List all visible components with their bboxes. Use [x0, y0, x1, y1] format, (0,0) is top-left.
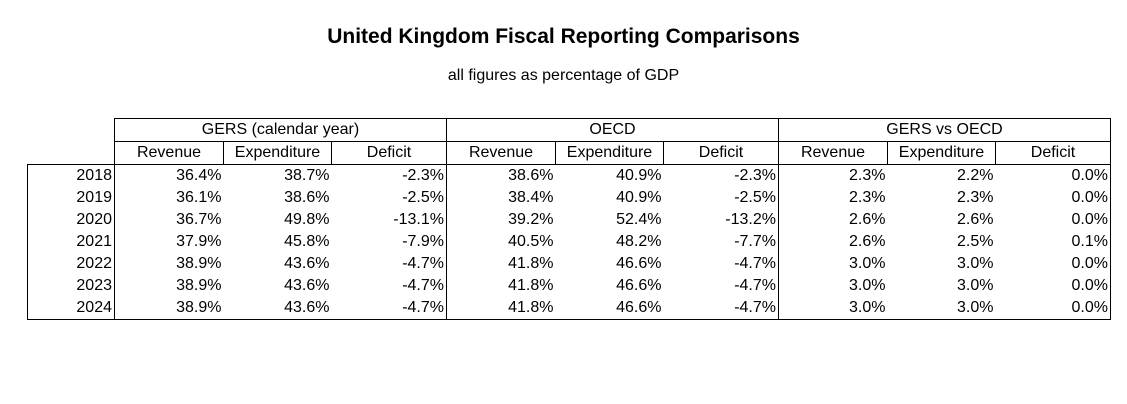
cell-oecd-revenue: 41.8%	[446, 297, 556, 320]
cell-gers-vs-oecd-revenue: 3.0%	[849, 255, 886, 272]
cell-gers-expenditure: 43.6%	[284, 255, 330, 272]
column-header-deficit: Deficit	[995, 141, 1111, 165]
cell-oecd-deficit: -7.7%	[663, 231, 779, 253]
cell-oecd-revenue: 41.8%	[508, 277, 554, 294]
cell-gers-vs-oecd-revenue: 2.3%	[778, 164, 888, 187]
cell-gers-revenue: 38.9%	[114, 297, 224, 320]
cell-gers-revenue: 36.1%	[176, 189, 222, 206]
column-header-deficit: Deficit	[663, 141, 779, 165]
cell-gers-deficit: -13.1%	[331, 209, 447, 231]
column-header-deficit: Deficit	[331, 141, 447, 165]
cell-gers-vs-oecd-expenditure: 2.6%	[957, 211, 994, 228]
column-header-revenue: Revenue	[114, 141, 224, 165]
cell-gers-revenue: 36.7%	[176, 211, 222, 228]
cell-gers-vs-oecd-revenue: 2.6%	[849, 233, 886, 250]
cell-gers-vs-oecd-revenue: 3.0%	[778, 297, 888, 320]
cell-gers-vs-oecd-deficit: 0.0%	[995, 164, 1111, 187]
group-header-gers: GERS (calendar year)	[114, 118, 447, 142]
chart-subtitle: all figures as percentage of GDP	[447, 67, 680, 84]
column-header-row: Revenue Expenditure Deficit Revenue Expe…	[28, 141, 1111, 165]
cell-gers-vs-oecd-deficit: 0.0%	[995, 275, 1111, 297]
table-row: 2020 36.7% 49.8% -13.1% 39.2% 52.4% -13.2% 2.6%…	[27, 209, 1111, 231]
cell-oecd-expenditure: 40.9%	[555, 164, 664, 187]
group-header-oecd: OECD	[446, 118, 779, 142]
cell-oecd-deficit: -13.2%	[663, 209, 779, 231]
cell-gers-vs-oecd-expenditure: 3.0%	[957, 277, 994, 294]
row-year-label: 2022	[27, 253, 115, 275]
cell-gers-expenditure: 49.8%	[284, 211, 330, 228]
row-year-label: 2019	[27, 187, 115, 209]
cell-oecd-expenditure: 48.2%	[616, 233, 662, 250]
column-header-revenue: Revenue	[446, 141, 556, 165]
group-header-gers-vs-oecd: GERS vs OECD	[778, 118, 1111, 142]
cell-gers-vs-oecd-expenditure: 2.5%	[957, 233, 994, 250]
cell-gers-revenue: 38.9%	[176, 255, 222, 272]
column-header-revenue: Revenue	[778, 141, 888, 165]
cell-gers-expenditure: 45.8%	[284, 233, 330, 250]
cell-oecd-revenue: 39.2%	[508, 211, 554, 228]
cell-oecd-deficit: -4.7%	[663, 275, 779, 297]
cell-oecd-revenue: 41.8%	[508, 255, 554, 272]
cell-oecd-expenditure: 46.6%	[616, 277, 662, 294]
cell-gers-vs-oecd-deficit: 0.0%	[995, 253, 1111, 275]
cell-gers-expenditure: 38.7%	[223, 164, 332, 187]
cell-gers-vs-oecd-deficit: 0.0%	[995, 187, 1111, 209]
cell-gers-vs-oecd-deficit: 0.0%	[995, 209, 1111, 231]
cell-oecd-deficit: -4.7%	[663, 297, 779, 320]
cell-gers-expenditure: 43.6%	[223, 297, 332, 320]
table-row: 2018 36.4% 38.7% -2.3% 38.6% 40.9% -2.3% 2.3% 2.…	[27, 164, 1111, 187]
cell-gers-vs-oecd-expenditure: 3.0%	[957, 255, 994, 272]
cell-gers-deficit: -7.9%	[331, 231, 447, 253]
cell-oecd-expenditure: 46.6%	[616, 255, 662, 272]
cell-gers-expenditure: 43.6%	[284, 277, 330, 294]
group-header-row: GERS (calendar year) OECD GERS vs OECD	[28, 118, 1111, 142]
cell-gers-deficit: -2.3%	[331, 164, 447, 187]
cell-gers-deficit: -4.7%	[331, 297, 447, 320]
table-row: 2019 36.1% 38.6% -2.5% 38.4% 40.9% -2.5% 2.3% 2.…	[27, 187, 1111, 209]
cell-oecd-expenditure: 40.9%	[616, 189, 662, 206]
corner-cell	[28, 142, 115, 165]
cell-gers-vs-oecd-revenue: 3.0%	[849, 277, 886, 294]
cell-gers-vs-oecd-expenditure: 2.2%	[887, 164, 996, 187]
cell-gers-vs-oecd-revenue: 2.6%	[849, 211, 886, 228]
cell-gers-expenditure: 38.6%	[284, 189, 330, 206]
row-year-label: 2020	[27, 209, 115, 231]
cell-oecd-deficit: -4.7%	[663, 253, 779, 275]
cell-gers-vs-oecd-expenditure: 3.0%	[887, 297, 996, 320]
column-header-expenditure: Expenditure	[887, 141, 996, 165]
table-row: 2024 38.9% 43.6% -4.7% 41.8% 46.6% -4.7% 3.0% 3.…	[27, 297, 1111, 320]
fiscal-comparison-table: GERS (calendar year) OECD GERS vs OECD R…	[27, 118, 1111, 320]
column-header-expenditure: Expenditure	[555, 141, 664, 165]
cell-oecd-expenditure: 52.4%	[616, 211, 662, 228]
cell-oecd-revenue: 40.5%	[508, 233, 554, 250]
cell-oecd-revenue: 38.6%	[446, 164, 556, 187]
table-body: 2018 36.4% 38.7% -2.3% 38.6% 40.9% -2.3% 2.3% 2.…	[27, 164, 1111, 320]
row-year-label: 2018	[27, 164, 115, 187]
cell-gers-deficit: -4.7%	[331, 253, 447, 275]
cell-gers-revenue: 36.4%	[114, 164, 224, 187]
cell-gers-vs-oecd-deficit: 0.1%	[995, 231, 1111, 253]
cell-oecd-deficit: -2.3%	[663, 164, 779, 187]
table-row: 2023 38.9% 43.6% -4.7% 41.8% 46.6% -4.7% 3.0% 3.…	[27, 275, 1111, 297]
table-row: 2022 38.9% 43.6% -4.7% 41.8% 46.6% -4.7% 3.0% 3.…	[27, 253, 1111, 275]
cell-gers-revenue: 37.9%	[176, 233, 222, 250]
cell-gers-deficit: -2.5%	[331, 187, 447, 209]
corner-cell	[28, 119, 115, 142]
cell-gers-vs-oecd-revenue: 2.3%	[849, 189, 886, 206]
cell-gers-deficit: -4.7%	[331, 275, 447, 297]
row-year-label: 2021	[27, 231, 115, 253]
cell-gers-vs-oecd-deficit: 0.0%	[995, 297, 1111, 320]
cell-oecd-expenditure: 46.6%	[555, 297, 664, 320]
cell-oecd-revenue: 38.4%	[508, 189, 554, 206]
cell-gers-revenue: 38.9%	[176, 277, 222, 294]
cell-oecd-deficit: -2.5%	[663, 187, 779, 209]
row-year-label: 2023	[27, 275, 115, 297]
column-header-expenditure: Expenditure	[223, 141, 332, 165]
row-year-label: 2024	[27, 297, 115, 320]
cell-gers-vs-oecd-expenditure: 2.3%	[957, 189, 994, 206]
chart-title: United Kingdom Fiscal Reporting Comparis…	[327, 25, 800, 48]
table-row: 2021 37.9% 45.8% -7.9% 40.5% 48.2% -7.7% 2.6% 2.…	[27, 231, 1111, 253]
